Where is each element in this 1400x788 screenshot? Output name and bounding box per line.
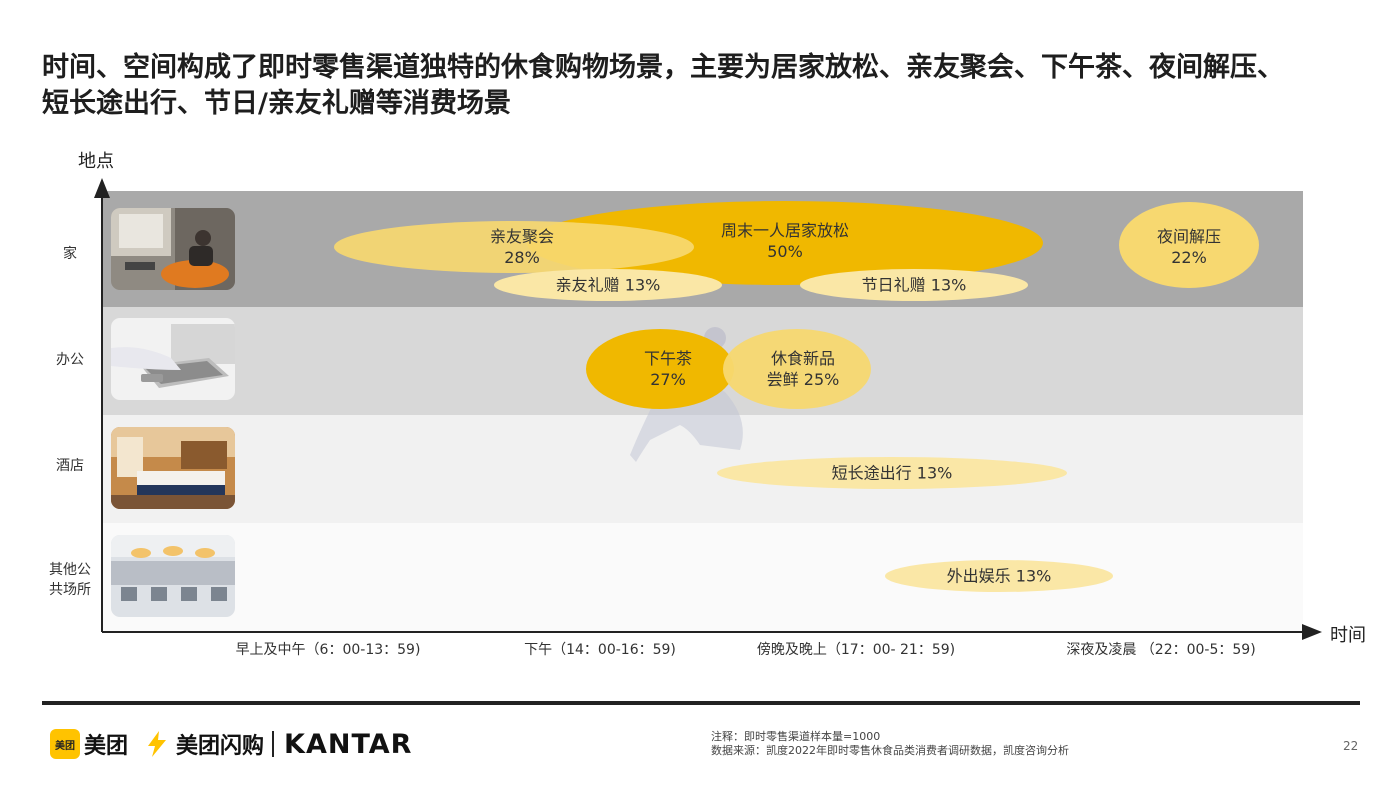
x-tick-afternoon: 下午（14：00-16：59)	[524, 642, 676, 658]
office-laptop-photo	[111, 318, 235, 400]
public-space-photo	[111, 535, 235, 617]
x-tick-evening: 傍晚及晚上（17：00- 21：59)	[756, 642, 956, 658]
y-axis-title: 地点	[78, 151, 114, 172]
bubble-label-yule: 外出娱乐 13%	[946, 566, 1052, 586]
meituan-logo-text: 美团	[84, 734, 129, 759]
headline-line-1: 时间、空间构成了即时零售渠道独特的休食购物场景，主要为居家放松、亲友聚会、下午茶…	[42, 52, 1284, 83]
bubble-yule	[885, 560, 1113, 592]
bubble-zhoumo	[527, 201, 1043, 285]
data-source-note: 数据来源：凯度2022年即时零售休食品类消费者调研数据，凯度咨询分析	[711, 744, 1069, 757]
row-label-office: 办公	[56, 352, 84, 368]
meituan-logo-icon: 美团	[50, 729, 80, 759]
footer-divider	[42, 701, 1360, 705]
bubble-jieri	[800, 269, 1028, 301]
headline: 时间、空间构成了即时零售渠道独特的休食购物场景，主要为居家放松、亲友聚会、下午茶…	[42, 50, 1382, 122]
row-label-public: 其他公 共场所	[49, 562, 91, 598]
bubble-label-xiawucha: 下午茶 27%	[643, 349, 693, 389]
footer-logos: 美团 美团 美团闪购 KANTAR	[50, 728, 412, 760]
home-relax-photo	[111, 208, 235, 290]
row-label-hotel: 酒店	[56, 458, 84, 474]
footer-notes: 注释：即时零售渠道样本量=1000 数据来源：凯度2022年即时零售休食品类消费…	[711, 730, 1069, 758]
meituan-flash-logo-text: 美团闪购	[176, 734, 265, 759]
bubble-chuxing	[717, 457, 1067, 489]
bubble-label-chuxing: 短长途出行 13%	[831, 463, 953, 483]
page-number: 22	[1343, 739, 1359, 753]
lightning-bolt-icon	[148, 731, 167, 757]
sample-note: 注释：即时零售渠道样本量=1000	[711, 730, 881, 743]
bubble-label-yejian: 夜间解压 22%	[1156, 227, 1222, 267]
bubble-yejian	[1119, 202, 1259, 288]
bubble-label-zhoumo: 周末一人居家放松 50%	[720, 221, 850, 261]
x-tick-night: 深夜及凌晨 （22：00-5：59)	[1066, 642, 1256, 658]
kantar-logo: KANTAR	[284, 728, 413, 760]
bubble-label-qinyou: 亲友聚会 28%	[489, 227, 555, 267]
bubble-xiawucha	[586, 329, 734, 409]
hotel-room-photo	[111, 427, 235, 509]
bubble-label-lizeng: 亲友礼赠 13%	[555, 275, 661, 295]
headline-line-2: 短长途出行、节日/亲友礼赠等消费场景	[42, 88, 511, 119]
band-public	[103, 523, 1303, 632]
bubble-lizeng	[494, 269, 722, 301]
scene-chart	[94, 178, 1322, 640]
x-tick-morning: 早上及中午（6：00-13：59)	[235, 642, 421, 658]
bubble-qinyou	[334, 221, 694, 273]
bubble-xinpin	[723, 329, 871, 409]
logo-separator	[272, 731, 275, 757]
x-axis-title: 时间	[1330, 625, 1366, 646]
bubble-label-jieri: 节日礼赠 13%	[861, 275, 967, 295]
bubble-label-xinpin: 休食新品 尝鲜 25%	[766, 349, 840, 389]
row-label-home: 家	[63, 246, 77, 262]
